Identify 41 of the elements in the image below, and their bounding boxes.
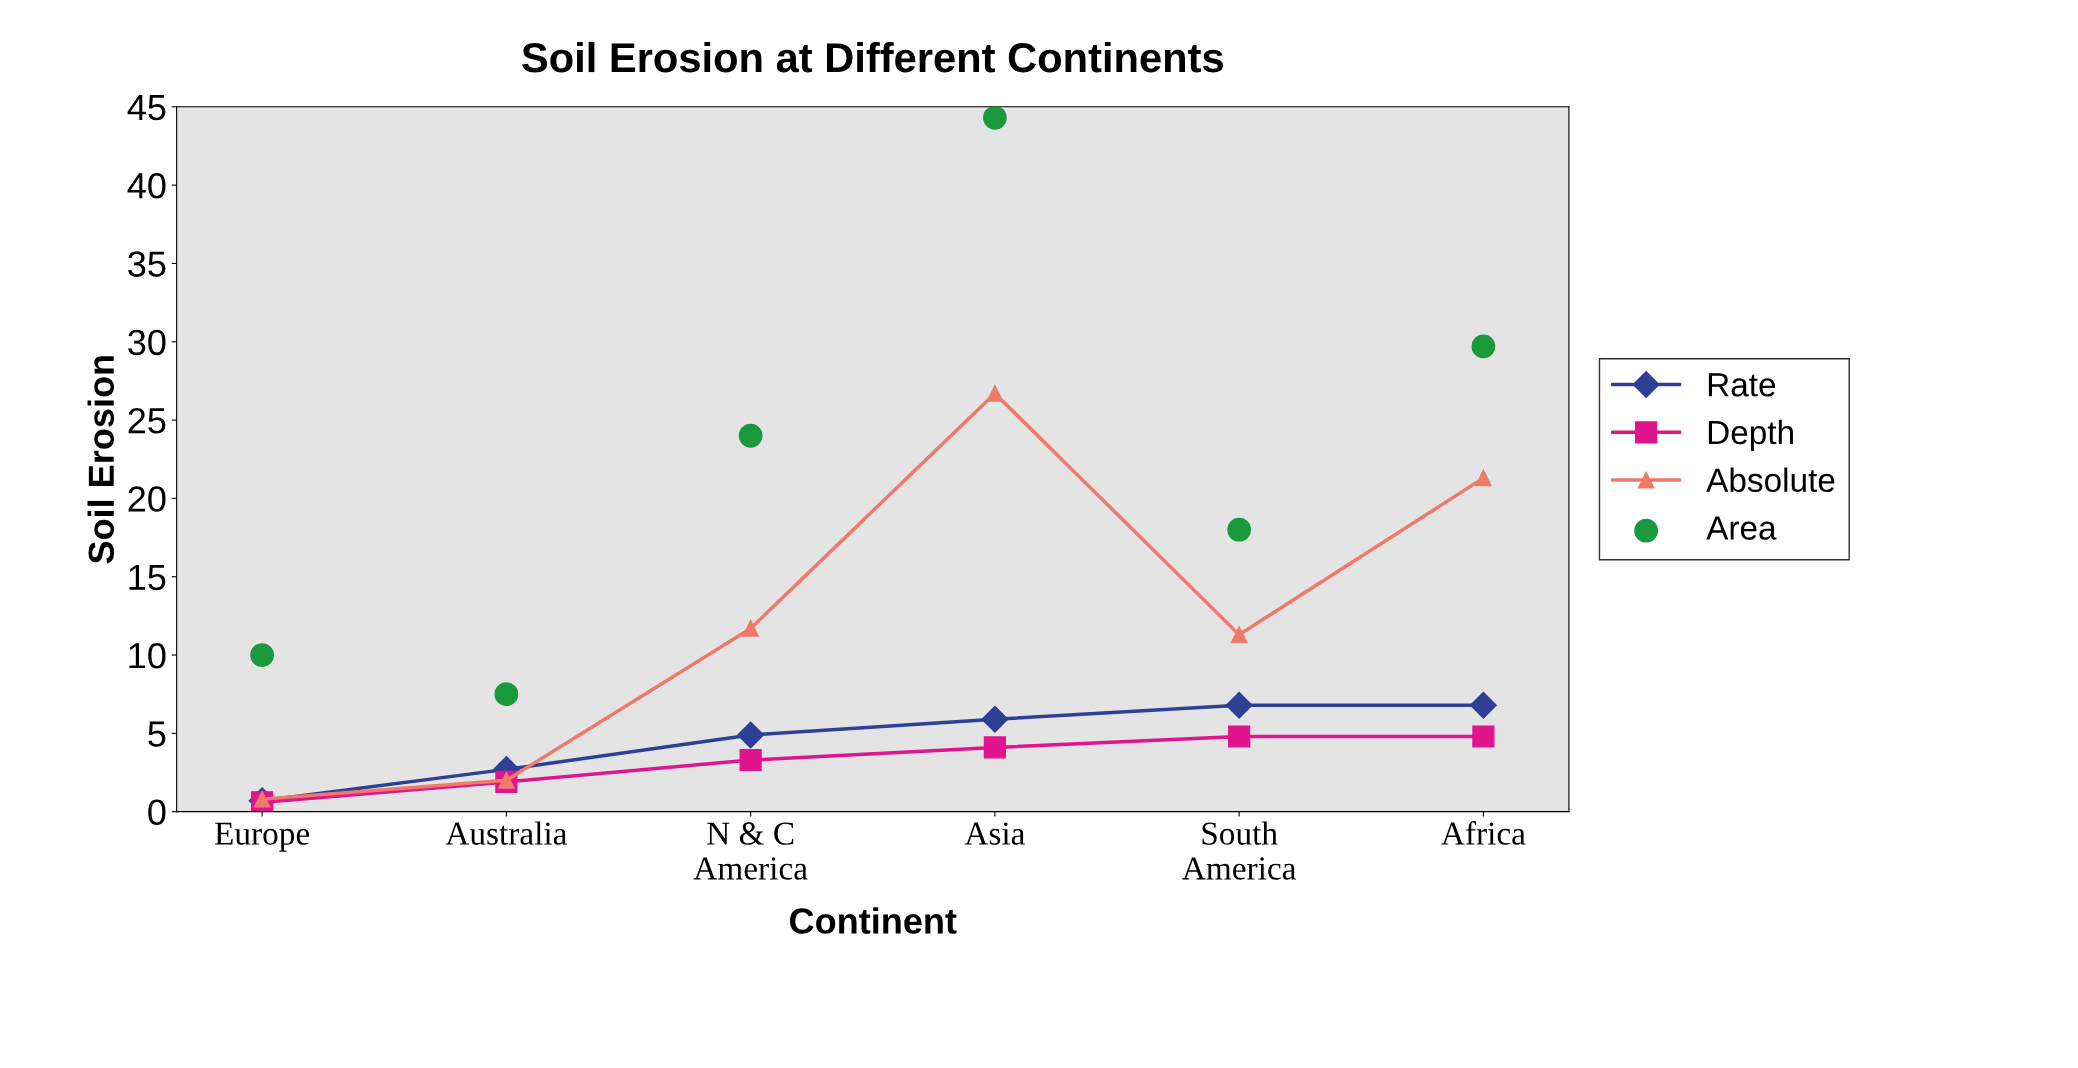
point xyxy=(983,736,1006,759)
point xyxy=(1227,517,1252,542)
legend-label: Area xyxy=(1706,516,1777,540)
point xyxy=(982,106,1007,130)
point xyxy=(1469,691,1497,719)
y-tick-label: 35 xyxy=(128,251,166,277)
y-tick-label: 25 xyxy=(128,407,166,434)
y-tick-label: 30 xyxy=(128,329,166,356)
y-tick-label: 5 xyxy=(148,721,166,747)
x-tick-label: Europe xyxy=(214,822,310,852)
x-tick-label: South America xyxy=(1182,821,1297,880)
x-tick-label: N & C America xyxy=(693,822,808,880)
x-tick-label: Australia xyxy=(445,821,568,845)
x-tick-label: Asia xyxy=(964,822,1025,845)
legend-label: Absolute xyxy=(1706,467,1835,493)
point xyxy=(981,705,1009,733)
y-tick-label: 0 xyxy=(148,799,166,826)
point xyxy=(250,643,275,667)
x-tick-label: Africa xyxy=(1441,821,1526,845)
y-tick-label: 45 xyxy=(127,95,166,121)
point xyxy=(739,748,762,772)
point xyxy=(1472,725,1495,748)
y-tick-label: 40 xyxy=(127,172,166,199)
point xyxy=(986,385,1004,402)
point xyxy=(1230,626,1248,644)
y-tick-label: 20 xyxy=(128,486,166,512)
point xyxy=(742,620,759,637)
point xyxy=(1225,691,1253,719)
y-axis-title: Soil Erosion xyxy=(87,356,115,564)
point xyxy=(738,423,763,448)
y-tick-label: 15 xyxy=(129,564,166,591)
point xyxy=(1475,469,1492,487)
point xyxy=(494,682,519,707)
y-tick-label: 10 xyxy=(129,642,166,669)
point xyxy=(737,721,765,749)
x-axis-title: Continent xyxy=(790,907,957,934)
chart-title: Soil Erosion at Different Continents xyxy=(522,41,1223,73)
point xyxy=(1228,725,1251,748)
point xyxy=(1471,334,1496,359)
legend-label: Depth xyxy=(1708,419,1793,451)
legend-label: Rate xyxy=(1708,373,1776,397)
